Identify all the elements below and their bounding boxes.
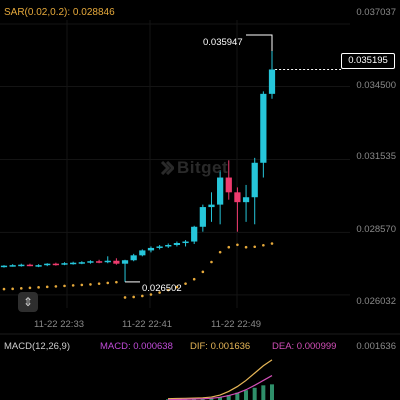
candle-body	[165, 244, 172, 247]
sar-dot	[106, 281, 110, 285]
time-tick: 11-22 22:49	[211, 319, 262, 330]
macd-histogram-bar	[226, 395, 231, 400]
macd-histogram-bar	[218, 397, 222, 400]
sar-dot	[175, 285, 179, 289]
candle-body	[199, 207, 206, 227]
current-price-label: 0.035195	[341, 53, 395, 69]
macd-value: MACD: 0.000638	[100, 341, 173, 352]
candle-body	[52, 263, 59, 266]
sar-dot	[270, 242, 274, 245]
price-tick: 0.034500	[356, 80, 396, 91]
time-tick: 11-22 22:41	[122, 319, 173, 330]
sar-dot	[115, 280, 118, 284]
sar-dot	[37, 286, 40, 289]
candle-body	[182, 241, 189, 244]
time-tick: 11-22 22:33	[34, 319, 85, 330]
dif-value: DIF: 0.001636	[190, 341, 251, 352]
sar-dot	[236, 243, 239, 247]
sar-dot	[89, 283, 92, 286]
candle-body	[104, 260, 111, 263]
sar-dot	[80, 283, 84, 287]
candle-body	[44, 263, 51, 266]
macd-histogram-bar	[261, 385, 266, 400]
sar-indicator-label: SAR(0.02,0.2): 0.028846	[4, 7, 115, 18]
price-tick: 0.026032	[356, 296, 396, 307]
dea-value: DEA: 0.000999	[272, 341, 337, 352]
sar-dot	[158, 291, 161, 294]
sar-dot	[227, 245, 231, 249]
macd-histogram-bar	[252, 387, 257, 400]
candle-body	[260, 93, 267, 163]
candle-body	[208, 204, 215, 208]
candle-body	[78, 262, 85, 264]
candle-body	[156, 246, 163, 248]
candle-body	[18, 264, 25, 267]
candle-body	[35, 265, 42, 267]
sar-dot	[141, 294, 144, 298]
macd-header: MACD(12,26,9) MACD: 0.000638 DIF: 0.0016…	[0, 338, 400, 352]
candle-body	[0, 265, 8, 268]
sar-dot	[184, 282, 187, 285]
sar-dot	[11, 287, 14, 291]
candle-body	[251, 162, 258, 198]
candle-body	[87, 261, 94, 263]
macd-histogram-bar	[270, 384, 274, 400]
macd-histogram-bar	[244, 390, 248, 400]
price-tick: 0.028570	[356, 224, 396, 235]
candle-body	[26, 264, 34, 267]
candle-body	[242, 197, 250, 203]
sar-dot	[123, 296, 127, 299]
candle-body	[234, 192, 241, 203]
candle-body	[147, 247, 155, 251]
high-price-label: 0.035947	[203, 37, 243, 48]
sar-dot	[262, 243, 265, 247]
candle-body	[130, 255, 137, 261]
price-tick: 0.037037	[356, 7, 396, 18]
sar-dot	[45, 285, 49, 289]
watermark-text: Bitget	[177, 158, 229, 177]
sar-dot	[253, 245, 257, 249]
dif-line	[167, 359, 273, 400]
candle-body	[95, 261, 103, 263]
sar-dot	[218, 250, 222, 254]
watermark: Bitget	[160, 158, 228, 178]
candle-body	[268, 69, 276, 94]
macd-histogram-bar	[235, 392, 240, 400]
high-pointer	[246, 34, 273, 52]
sar-dot	[97, 282, 101, 285]
sar-dot	[149, 293, 153, 296]
candle-body	[61, 263, 68, 265]
sar-dot	[63, 284, 66, 288]
dea-line	[167, 375, 273, 400]
sar-dot	[166, 288, 170, 292]
candle-body	[191, 226, 198, 242]
macd-tick: 0.001636	[356, 341, 396, 352]
sar-dot	[71, 284, 75, 287]
sar-dot	[28, 286, 32, 290]
sar-dot	[201, 270, 205, 274]
sar-dot	[210, 260, 213, 264]
price-tick: 0.031535	[356, 151, 396, 162]
candle-body	[9, 265, 16, 267]
candle-body	[173, 243, 181, 245]
sar-dot	[192, 277, 196, 281]
sar-dot	[244, 245, 248, 249]
sar-dot	[19, 287, 23, 290]
macd-params-label: MACD(12,26,9)	[4, 341, 70, 352]
macd-histogram-bar	[209, 398, 214, 400]
low-price-label: 0.026502	[142, 283, 182, 294]
sar-dot	[132, 295, 135, 299]
candle-body	[217, 177, 224, 205]
candle-body	[139, 250, 146, 256]
vertical-resize-icon[interactable]: ⇕	[18, 292, 38, 312]
candle-body	[70, 262, 77, 265]
bitget-logo-icon	[160, 160, 176, 176]
candle-body	[121, 260, 129, 264]
candle-body	[225, 177, 232, 193]
sar-dot	[2, 287, 6, 291]
candle-body	[113, 260, 120, 264]
sar-dot	[54, 285, 58, 288]
